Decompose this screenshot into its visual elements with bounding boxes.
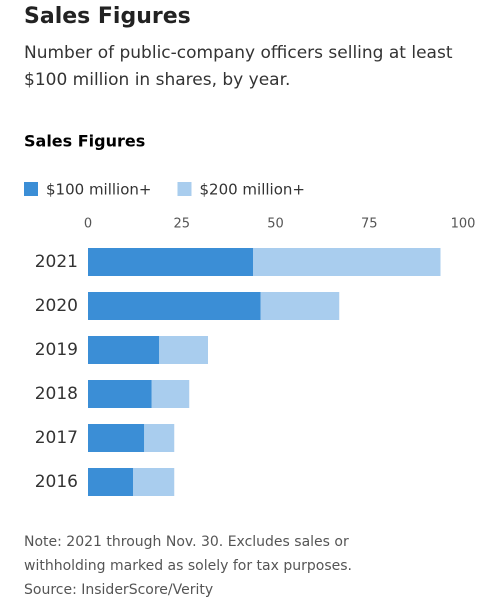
y-tick-label: 2017 — [35, 428, 78, 448]
legend-label: $200 million+ — [199, 181, 304, 199]
bar-segment — [253, 248, 441, 276]
y-tick-label: 2020 — [35, 296, 78, 316]
chart-title: Sales Figures — [24, 132, 145, 151]
x-tick-label: 100 — [451, 217, 476, 232]
bar-segment — [88, 292, 261, 320]
subtitle: Number of public-company officers sellin… — [24, 43, 453, 90]
source: Source: InsiderScore/Verity — [24, 582, 214, 598]
y-tick-label: 2016 — [35, 472, 78, 492]
bar-segment — [88, 468, 133, 496]
y-tick-label: 2019 — [35, 340, 78, 360]
page-title: Sales Figures — [24, 4, 191, 29]
bar-segment — [88, 424, 145, 452]
bar-segment — [88, 336, 160, 364]
chart: Sales Figures $100 million+ $200 million+… — [24, 132, 476, 496]
y-tick-label: 2018 — [35, 384, 78, 404]
bar-segment — [88, 248, 253, 276]
bar-segment — [133, 468, 175, 496]
x-tick-label: 50 — [267, 217, 284, 232]
legend-swatch — [177, 182, 192, 196]
legend-swatch — [24, 182, 38, 196]
x-tick-label: 0 — [84, 217, 92, 232]
bar-segment — [144, 424, 175, 452]
bar-segment — [260, 292, 340, 320]
x-tick-label: 25 — [173, 217, 190, 232]
bar-segment — [151, 380, 190, 408]
bar-segment — [159, 336, 208, 364]
x-tick-label: 75 — [361, 217, 378, 232]
y-tick-label: 2021 — [35, 252, 78, 272]
note: Note: 2021 through Nov. 30. Excludes sal… — [24, 534, 352, 574]
legend-label: $100 million+ — [46, 181, 151, 199]
bar-segment — [88, 380, 152, 408]
